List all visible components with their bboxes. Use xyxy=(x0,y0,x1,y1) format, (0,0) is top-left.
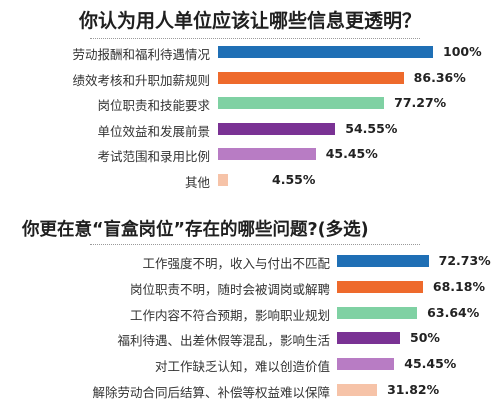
chart1-divider xyxy=(90,38,420,39)
chart2-category-label: 工作强度不明，收入与付出不匹配 xyxy=(142,256,330,271)
chart2-bar xyxy=(337,255,429,267)
chart1-bar xyxy=(218,148,316,161)
chart2-divider xyxy=(90,244,420,245)
chart1-value-label: 77.27% xyxy=(394,95,447,111)
chart1-title: 你认为用人单位应该让哪些信息更透明？ xyxy=(78,10,421,32)
chart1-value-label: 45.45% xyxy=(325,146,378,162)
chart1-value-label: 100% xyxy=(443,44,482,59)
chart1-category-label: 其他 xyxy=(184,175,210,190)
chart2-value-label: 68.18% xyxy=(432,278,485,294)
chart2-category-label: 对工作缺乏认知，难以创造价值 xyxy=(154,359,330,375)
chart2-bar xyxy=(337,280,423,293)
chart2-value-label: 45.45% xyxy=(404,356,457,372)
chart1-value-label: 4.55% xyxy=(272,172,316,187)
chart2-category-label: 岗位职责不明，随时会被调岗或解聘 xyxy=(129,281,330,297)
chart1-category-label: 岗位职责和技能要求 xyxy=(97,98,210,114)
chart1-category-label: 考试范围和录用比例 xyxy=(97,149,210,165)
chart1-value-label: 54.55% xyxy=(345,120,398,136)
chart2-category-label: 工作内容不符合预期，影响职业规划 xyxy=(129,307,330,323)
chart1-bar xyxy=(218,122,336,135)
chart1-bar xyxy=(218,97,385,110)
chart1-category-label: 单位效益和发展前景 xyxy=(97,123,210,139)
chart2-category-label: 解除劳动合同后结算、补偿等权益难以保障 xyxy=(92,385,330,400)
chart2-value-label: 72.73% xyxy=(438,253,491,268)
chart2-category-label: 福利待遇、出差休假等混乱，影响生活 xyxy=(117,333,330,349)
chart2-value-label: 50% xyxy=(410,330,440,346)
chart1-category-label: 劳动报酬和福利待遇情况 xyxy=(72,47,210,62)
chart1-bar xyxy=(218,46,433,58)
chart2-bar xyxy=(337,358,395,371)
chart1-bar xyxy=(218,174,228,186)
chart2-bar xyxy=(337,384,378,396)
chart1-category-label: 绩效考核和升职加薪规则 xyxy=(72,72,210,88)
chart1-bar xyxy=(218,71,404,84)
chart2-bar xyxy=(337,332,400,345)
chart2-title: 你更在意“盲盒岗位”存在的哪些问题?(多选) xyxy=(22,220,369,240)
chart2-bar xyxy=(337,306,418,319)
chart2-value-label: 63.64% xyxy=(427,304,480,320)
chart1-value-label: 86.36% xyxy=(413,69,466,85)
chart2-value-label: 31.82% xyxy=(387,382,440,397)
